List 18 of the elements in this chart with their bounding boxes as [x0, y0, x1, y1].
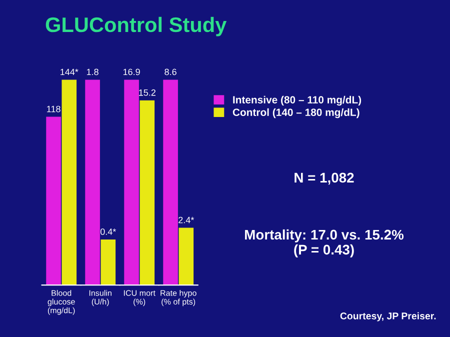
text: Courtesy, JP Preiser.	[340, 312, 436, 322]
data-label: 118	[47, 106, 60, 112]
text: Mortality: 17.0 vs. 15.2% (P = 0.43)	[245, 229, 404, 258]
x-tick-label: Rate hypo (% of pts)	[160, 290, 196, 306]
chart-title: GLUControl Study	[46, 16, 227, 36]
data-label: 2.4*	[178, 216, 194, 224]
data-label: 1.8	[86, 68, 98, 76]
x-tick-label: Insulin (U/h)	[89, 290, 112, 306]
text: N = 1,082	[294, 172, 354, 185]
data-label: 8.6	[164, 68, 176, 76]
legend-label: Control (140 – 180 mg/dL)	[232, 108, 360, 118]
data-label: 0.4*	[100, 228, 116, 235]
x-tick-label: ICU mort (%)	[124, 290, 156, 306]
x-tick-label: Blood glucose (mg/dL)	[48, 290, 75, 315]
legend-label: Intensive (80 – 110 mg/dL)	[233, 96, 362, 106]
data-label: 144*	[60, 68, 78, 76]
data-label: 15.2	[139, 89, 156, 96]
data-label: 16.9	[123, 68, 140, 76]
